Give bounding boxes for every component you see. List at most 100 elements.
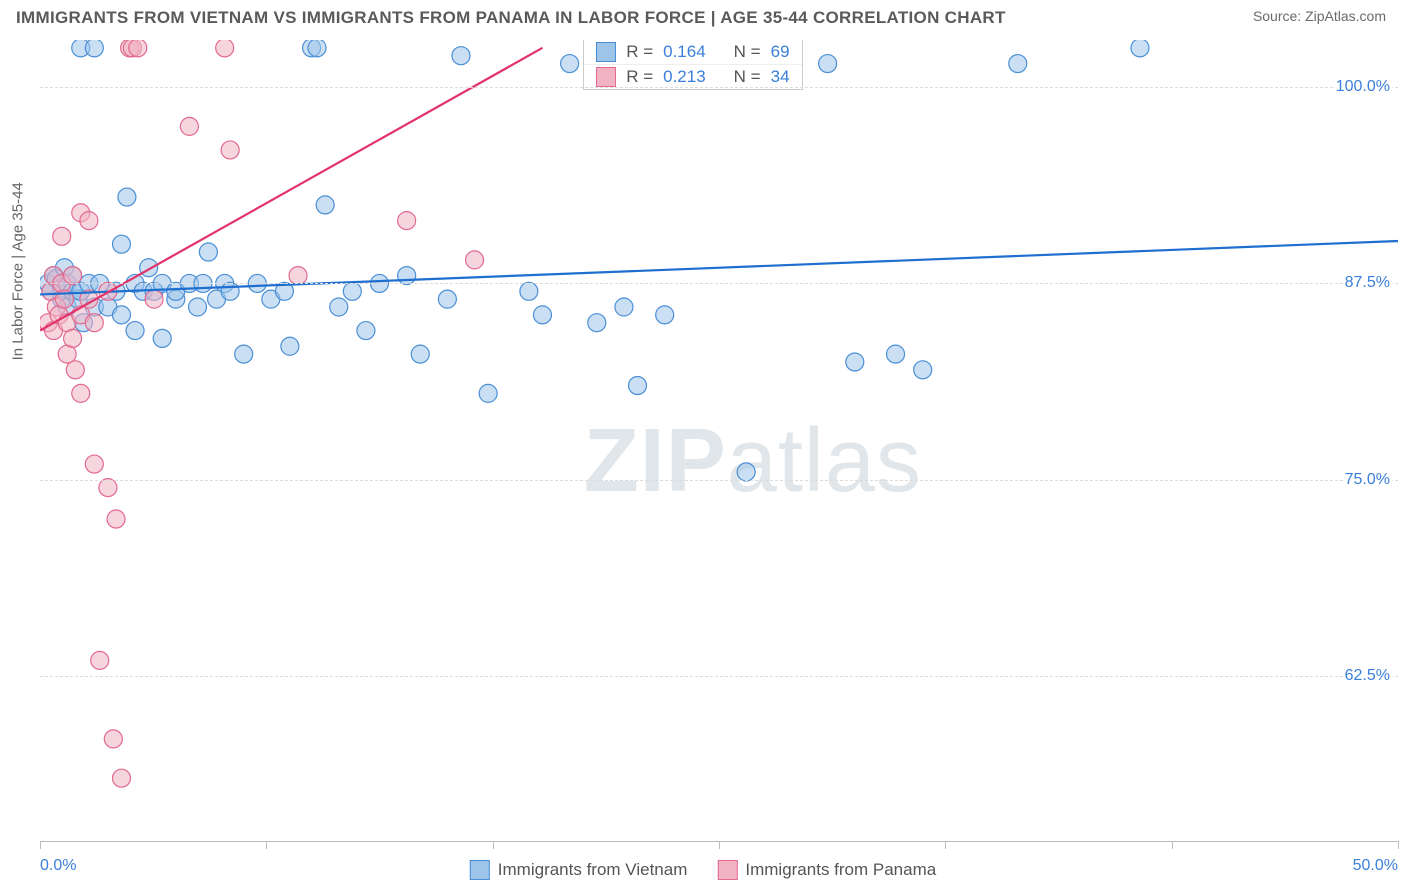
data-point: [153, 329, 171, 347]
data-point: [914, 361, 932, 379]
data-point: [479, 384, 497, 402]
n-label: N =: [734, 42, 761, 62]
data-point: [887, 345, 905, 363]
data-point: [452, 47, 470, 65]
legend-row: R = 0.213 N = 34: [584, 64, 801, 89]
data-point: [112, 769, 130, 787]
x-tick: [493, 841, 494, 849]
data-point: [64, 267, 82, 285]
data-point: [316, 196, 334, 214]
data-point: [561, 55, 579, 73]
data-point: [533, 306, 551, 324]
data-point: [199, 243, 217, 261]
legend-row: R = 0.164 N = 69: [584, 40, 801, 64]
data-point: [129, 40, 147, 57]
data-point: [1131, 40, 1149, 57]
legend-label: Immigrants from Vietnam: [498, 860, 688, 880]
x-tick: [40, 841, 41, 849]
n-value: 69: [771, 42, 790, 62]
y-tick-label: 75.0%: [1343, 471, 1392, 489]
r-value: 0.164: [663, 42, 706, 62]
chart-header: IMMIGRANTS FROM VIETNAM VS IMMIGRANTS FR…: [0, 0, 1406, 32]
y-tick-label: 62.5%: [1343, 667, 1392, 685]
n-value: 34: [771, 67, 790, 87]
data-point: [343, 282, 361, 300]
data-point: [66, 361, 84, 379]
data-point: [308, 40, 326, 57]
legend-swatch: [596, 42, 616, 62]
data-point: [104, 730, 122, 748]
legend-swatch: [596, 67, 616, 87]
y-axis-label: In Labor Force | Age 35-44: [10, 182, 27, 360]
data-point: [112, 235, 130, 253]
gridline: [40, 676, 1398, 677]
data-point: [80, 212, 98, 230]
y-tick-label: 87.5%: [1343, 274, 1392, 292]
data-point: [281, 337, 299, 355]
plot-svg: [40, 40, 1398, 841]
x-tick: [266, 841, 267, 849]
data-point: [398, 267, 416, 285]
x-tick: [1398, 841, 1399, 849]
x-tick-label: 50.0%: [1353, 857, 1398, 875]
gridline: [40, 480, 1398, 481]
correlation-legend: R = 0.164 N = 69 R = 0.213 N = 34: [583, 40, 802, 90]
series-legend: Immigrants from Vietnam Immigrants from P…: [470, 860, 936, 880]
data-point: [107, 510, 125, 528]
data-point: [615, 298, 633, 316]
gridline: [40, 283, 1398, 284]
data-point: [398, 212, 416, 230]
data-point: [629, 377, 647, 395]
data-point: [466, 251, 484, 269]
n-label: N =: [734, 67, 761, 87]
legend-swatch: [470, 860, 490, 880]
data-point: [64, 329, 82, 347]
source-attribution: Source: ZipAtlas.com: [1253, 8, 1386, 24]
correlation-chart: ZIPatlas In Labor Force | Age 35-44 R =0…: [40, 40, 1398, 842]
x-tick: [945, 841, 946, 849]
r-label: R =: [626, 67, 653, 87]
data-point: [438, 290, 456, 308]
r-value: 0.213: [663, 67, 706, 87]
data-point: [330, 298, 348, 316]
data-point: [216, 40, 234, 57]
data-point: [99, 479, 117, 497]
legend-item: Immigrants from Vietnam: [470, 860, 688, 880]
legend-swatch: [717, 860, 737, 880]
source-prefix: Source:: [1253, 8, 1305, 24]
gridline: [40, 87, 1398, 88]
data-point: [53, 227, 71, 245]
data-point: [145, 290, 163, 308]
data-point: [411, 345, 429, 363]
data-point: [357, 322, 375, 340]
data-point: [85, 455, 103, 473]
trend-line: [40, 241, 1398, 294]
data-point: [221, 282, 239, 300]
data-point: [235, 345, 253, 363]
data-point: [819, 55, 837, 73]
data-point: [85, 314, 103, 332]
data-point: [656, 306, 674, 324]
data-point: [189, 298, 207, 316]
y-tick-label: 100.0%: [1334, 78, 1392, 96]
data-point: [1009, 55, 1027, 73]
data-point: [588, 314, 606, 332]
data-point: [112, 306, 130, 324]
legend-item: Immigrants from Panama: [717, 860, 936, 880]
source-link[interactable]: ZipAtlas.com: [1305, 8, 1386, 24]
data-point: [85, 40, 103, 57]
legend-label: Immigrants from Panama: [745, 860, 936, 880]
r-label: R =: [626, 42, 653, 62]
data-point: [737, 463, 755, 481]
data-point: [72, 384, 90, 402]
data-point: [91, 651, 109, 669]
chart-title: IMMIGRANTS FROM VIETNAM VS IMMIGRANTS FR…: [16, 8, 1006, 28]
data-point: [180, 117, 198, 135]
data-point: [126, 322, 144, 340]
x-tick: [719, 841, 720, 849]
data-point: [846, 353, 864, 371]
x-tick-label: 0.0%: [40, 857, 76, 875]
x-tick: [1172, 841, 1173, 849]
data-point: [221, 141, 239, 159]
data-point: [289, 267, 307, 285]
